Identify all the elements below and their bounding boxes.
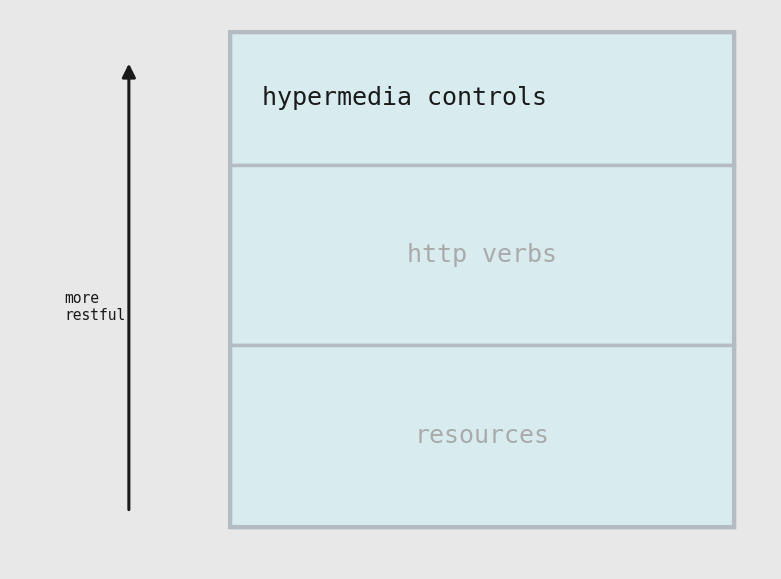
Text: more
restful: more restful (64, 291, 125, 323)
Bar (230, 32, 734, 165)
Bar (230, 32, 734, 527)
Text: hypermedia controls: hypermedia controls (262, 86, 547, 111)
Text: http verbs: http verbs (407, 243, 558, 267)
Bar (230, 345, 734, 527)
Bar (230, 165, 734, 345)
Text: resources: resources (415, 424, 550, 448)
